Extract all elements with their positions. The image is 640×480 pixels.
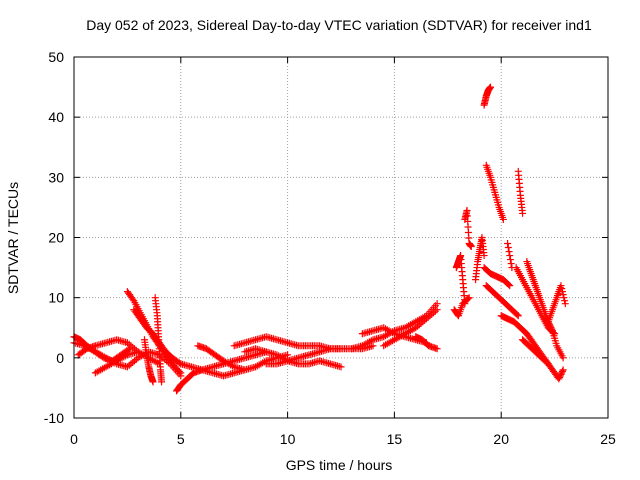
data-point (558, 369, 566, 377)
series-track-u (461, 206, 475, 251)
data-points (70, 83, 569, 395)
data-point (506, 252, 514, 260)
data-point (546, 321, 554, 329)
data-point (514, 312, 522, 320)
x-tick-label: 5 (177, 431, 185, 447)
series-track-ag (519, 336, 552, 368)
data-point (507, 260, 515, 268)
y-axis-title: SDTVAR / TECUs (5, 182, 21, 294)
y-tick-label: -10 (44, 410, 64, 426)
data-point (519, 209, 527, 217)
data-point (175, 367, 183, 375)
series-track-r (412, 333, 441, 353)
series-track-q (380, 306, 441, 350)
data-point (464, 295, 472, 303)
y-tick-label: 40 (48, 109, 64, 125)
series-track-aa (504, 240, 516, 272)
data-point (546, 322, 554, 330)
data-point (559, 366, 567, 374)
x-tick-label: 10 (280, 431, 296, 447)
y-tick-label: 10 (48, 290, 64, 306)
data-point (177, 369, 185, 377)
data-point (129, 295, 137, 303)
series-track-ab (514, 167, 527, 217)
data-point (543, 359, 551, 367)
series-track-w (480, 83, 495, 109)
data-point (149, 378, 157, 386)
data-point (513, 311, 521, 319)
data-point (337, 363, 345, 371)
axis-ticks: 0 5 10 15 20 25 -10 0 10 20 30 40 50 (44, 49, 616, 447)
series-track-x (482, 161, 507, 223)
data-point (487, 83, 495, 91)
x-tick-label: 0 (70, 431, 78, 447)
data-point (548, 325, 556, 333)
data-point (504, 240, 512, 248)
data-point (505, 281, 513, 289)
data-point (499, 215, 507, 223)
series-track-g (151, 294, 166, 386)
data-point (433, 306, 441, 314)
series-track-v (472, 234, 488, 284)
data-point (284, 351, 292, 359)
series-track-h (140, 336, 157, 386)
series-track-t (450, 294, 473, 320)
data-point (557, 282, 565, 290)
data-point (369, 342, 377, 350)
series-track-c (74, 336, 142, 359)
y-tick-label: 50 (48, 49, 64, 65)
data-point (433, 300, 441, 308)
x-tick-label: 15 (387, 431, 403, 447)
data-point (561, 297, 569, 305)
data-point (557, 370, 565, 378)
series-track-y (480, 264, 514, 290)
y-tick-label: 30 (48, 169, 64, 185)
data-point (158, 378, 166, 386)
data-point (555, 375, 563, 383)
data-point (467, 243, 475, 251)
series-track-af (544, 282, 569, 326)
series-track-z (482, 282, 522, 320)
data-point (124, 346, 132, 354)
x-tick-label: 20 (493, 431, 509, 447)
data-point (560, 294, 568, 302)
data-point (175, 359, 183, 367)
data-point (559, 291, 567, 299)
series-track-s (452, 252, 469, 308)
data-point (556, 372, 564, 380)
series-track-i (173, 348, 270, 395)
data-point (433, 345, 441, 353)
data-point (559, 354, 567, 362)
data-point (504, 244, 512, 252)
data-point (505, 248, 513, 256)
series-track-b (70, 333, 134, 365)
data-point (561, 300, 569, 308)
data-point (544, 360, 552, 368)
data-point (547, 324, 555, 332)
data-point (480, 252, 488, 260)
x-axis-title: GPS time / hours (286, 457, 393, 473)
y-tick-label: 0 (56, 350, 64, 366)
data-point (506, 256, 514, 264)
data-point (558, 285, 566, 293)
data-point (556, 373, 564, 381)
data-point (465, 294, 473, 302)
chart-title: Day 052 of 2023, Sidereal Day-to-day VTE… (86, 17, 592, 33)
y-tick-label: 20 (48, 230, 64, 246)
data-point (506, 282, 514, 290)
x-tick-label: 25 (600, 431, 616, 447)
data-point (558, 367, 566, 375)
data-point (558, 288, 566, 296)
series-track-m (241, 345, 345, 371)
